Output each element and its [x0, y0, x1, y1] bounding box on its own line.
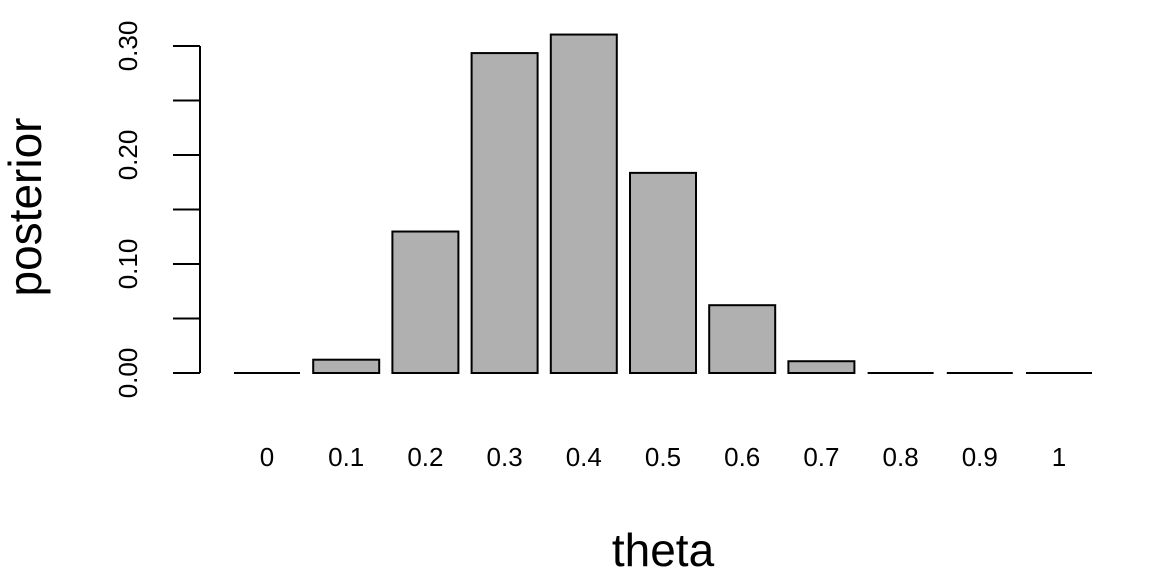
bar	[549, 33, 618, 375]
bar	[708, 304, 777, 374]
y-tick-label: 0.10	[113, 239, 143, 290]
bar	[391, 230, 460, 374]
x-tick-label: 1	[1052, 442, 1066, 472]
x-tick-label: 0	[260, 442, 274, 472]
y-axis: 0.00 0.10 0.20 0.30	[113, 21, 201, 399]
x-tick-label: 0.5	[645, 442, 681, 472]
y-tick-label: 0.00	[113, 348, 143, 399]
x-tick-label: 0.8	[883, 442, 919, 472]
bar	[787, 360, 856, 374]
y-tick-label: 0.30	[113, 21, 143, 72]
bar	[629, 171, 697, 374]
x-axis-labels: 0 0.1 0.2 0.3 0.4 0.5 0.6 0.7 0.8 0.9 1	[260, 442, 1066, 472]
x-tick-label: 0.4	[566, 442, 602, 472]
x-tick-label: 0.7	[803, 442, 839, 472]
x-tick-label: 0.1	[328, 442, 364, 472]
x-tick-label: 0.6	[724, 442, 760, 472]
x-tick-label: 0.2	[407, 442, 443, 472]
bar	[470, 52, 539, 375]
y-axis-title: posterior	[0, 118, 51, 297]
x-axis-title: theta	[612, 524, 715, 576]
x-tick-label: 0.9	[962, 442, 998, 472]
x-tick-label: 0.3	[487, 442, 523, 472]
bar	[312, 358, 381, 374]
y-tick-label: 0.20	[113, 130, 143, 181]
bars	[234, 33, 1092, 375]
